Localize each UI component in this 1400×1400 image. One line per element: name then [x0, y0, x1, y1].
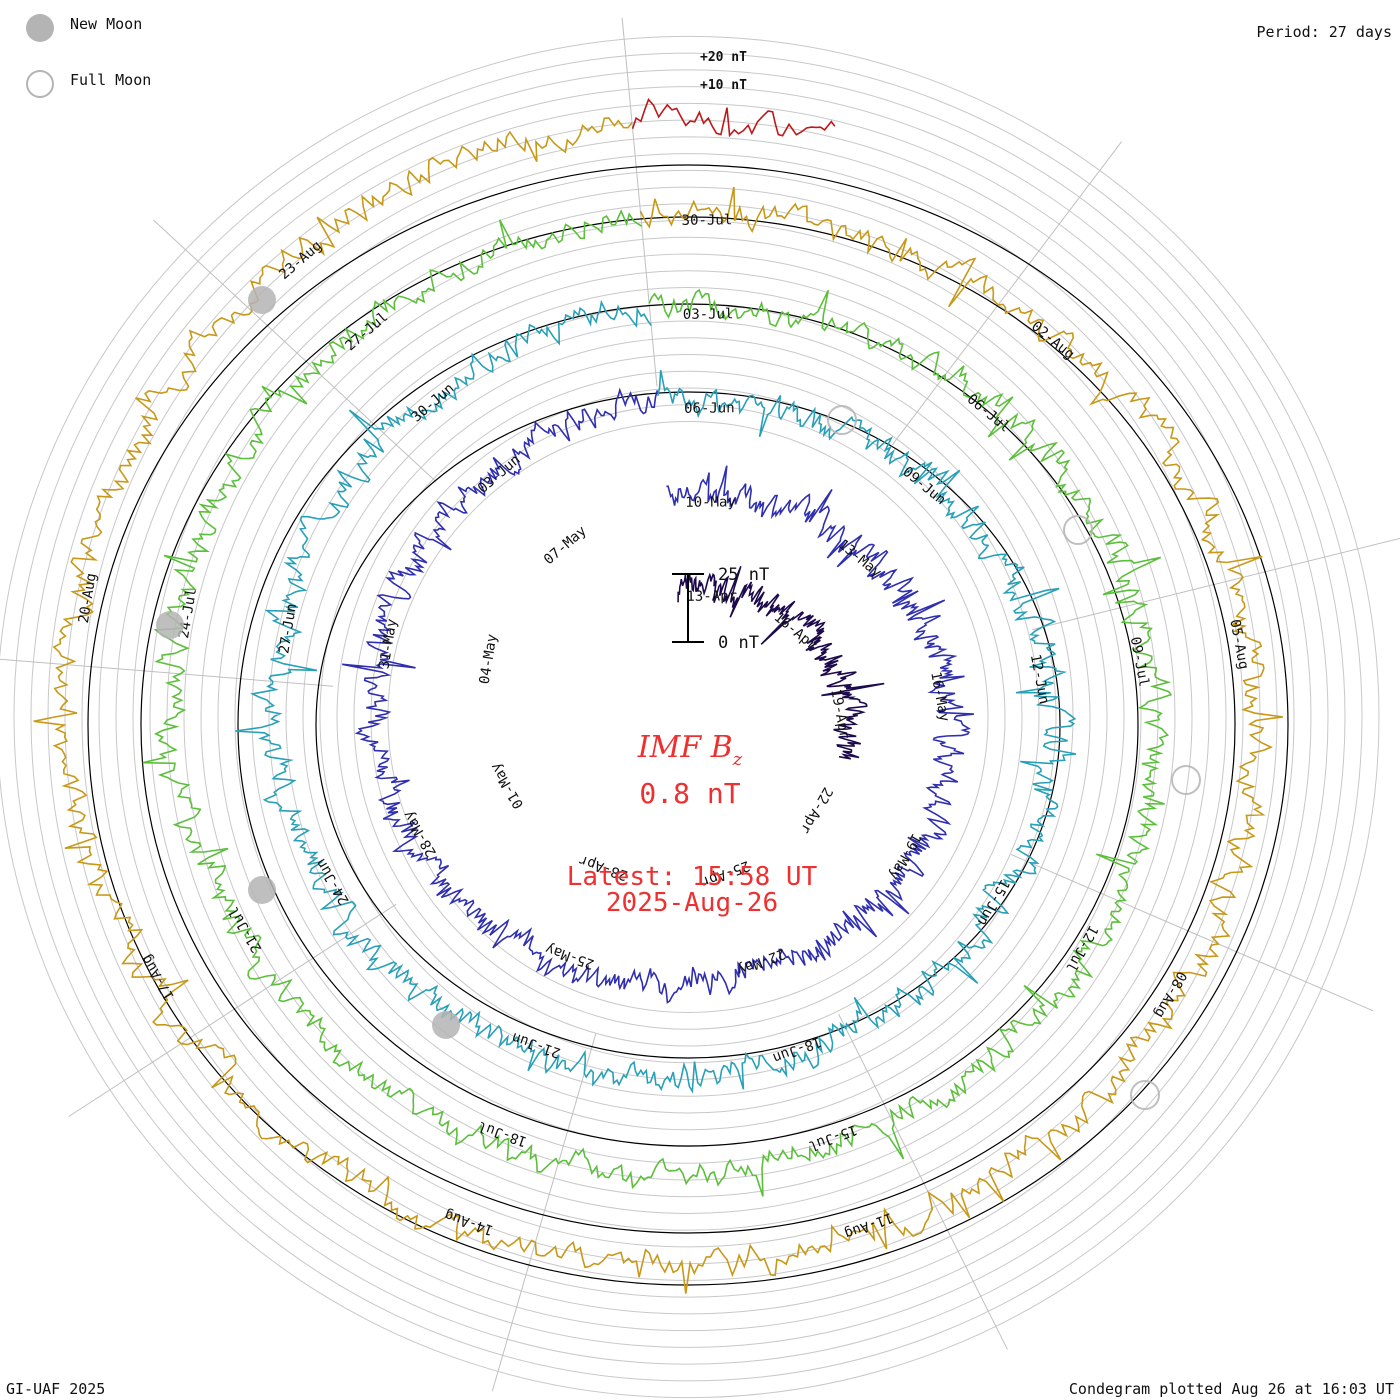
grid-ring: [64, 102, 1312, 1332]
grid-ring: [81, 119, 1295, 1315]
grid-ring: [13, 52, 1363, 1382]
grid-ring: [183, 220, 1193, 1214]
date-label: 18-Jun: [770, 1033, 823, 1066]
reference-ring: [87, 164, 1289, 1286]
new-moon-label: New Moon: [70, 15, 143, 33]
date-label: 16-May: [927, 670, 952, 723]
grid-ring: [285, 320, 1091, 1114]
period-label: Period: 27 days: [1256, 23, 1392, 41]
grid-ring: [166, 203, 1210, 1231]
date-label: 28-May: [400, 808, 440, 860]
radial-line: [0, 658, 333, 687]
grid-ring: [353, 387, 1023, 1047]
new-moon-marker: [248, 286, 276, 314]
series-trace-4: [142, 209, 1173, 1197]
grid-ring: [149, 186, 1227, 1248]
date-label: 03-Jul: [683, 306, 734, 323]
new-moon-icon: [26, 14, 54, 42]
new-moon-marker: [248, 876, 276, 904]
series-trace-5: [33, 117, 1283, 1294]
grid-ring: [47, 86, 1329, 1348]
scale-bar: 25 nT 0 nT: [672, 565, 769, 653]
grid-ring: [200, 236, 1176, 1198]
date-label: 22-Apr: [797, 784, 836, 836]
date-label: 22-May: [735, 945, 788, 978]
full-moon-icon: [26, 70, 54, 98]
grid-ring: [336, 370, 1040, 1064]
legend-full-moon: Full Moon: [26, 70, 151, 98]
grid-ring: [0, 36, 1380, 1398]
date-label: 09-Jul: [1127, 635, 1152, 688]
grid-ring: [30, 69, 1346, 1365]
footer-plotted: Condegram plotted Aug 26 at 16:03 UT: [1068, 1380, 1394, 1398]
ref-label-20: +20 nT: [700, 50, 747, 65]
reference-labels: +20 nT +10 nT: [700, 50, 747, 93]
series-group: [33, 97, 1283, 1294]
radial-line: [68, 903, 397, 1117]
series-trace-2: [342, 387, 974, 1004]
date-label: 06-Jun: [684, 400, 735, 417]
series-trace-6: [631, 97, 836, 138]
legend-new-moon: New Moon: [26, 14, 142, 42]
full-moon-marker: [1171, 765, 1201, 795]
center-title: IMF Bz: [637, 730, 743, 770]
reference-rings: [87, 164, 1289, 1286]
date-label: 30-Jul: [682, 212, 733, 229]
date-label: 02-Aug: [1028, 318, 1077, 362]
reference-ring: [140, 216, 1236, 1234]
ref-label-10: +10 nT: [700, 78, 747, 93]
date-label: 11-Aug: [842, 1209, 895, 1242]
grid-ring: [387, 421, 989, 1013]
date-label: 12-Jun: [1027, 653, 1052, 706]
date-label: 04-May: [477, 633, 501, 685]
full-moon-marker: [1130, 1080, 1160, 1110]
full-moon-label: Full Moon: [70, 71, 152, 89]
radial-line: [153, 219, 437, 483]
date-label: 10-May: [685, 494, 736, 511]
latest-time: Latest: 15:58 UT: [567, 862, 818, 892]
center-title-main: IMF B: [637, 730, 733, 765]
full-moon-marker: [1063, 515, 1093, 545]
grid-rings: [0, 36, 1380, 1398]
date-label: 05-Aug: [1226, 618, 1251, 671]
radial-line: [1032, 537, 1400, 631]
latest-date: 2025-Aug-26: [606, 888, 778, 918]
moon-markers: [156, 286, 1201, 1110]
center-readout: IMF Bz 0.8 nT Latest: 15:58 UT 2025-Aug-…: [567, 730, 818, 918]
date-label: 07-May: [541, 523, 590, 568]
new-moon-marker: [432, 1011, 460, 1039]
footer-credit: GI-UAF 2025: [6, 1380, 106, 1398]
radial-line: [892, 141, 1123, 445]
scale-bottom-label: 0 nT: [718, 633, 759, 653]
date-label: 20-Aug: [76, 572, 100, 624]
date-label: 09-Jun: [899, 464, 948, 508]
series-trace-1: [677, 566, 885, 760]
radial-line: [1010, 854, 1374, 1012]
series-trace-3: [235, 299, 1077, 1094]
grid-ring: [268, 303, 1108, 1131]
date-label: 21-Jul: [226, 904, 266, 956]
reference-ring: [315, 391, 1061, 1059]
grid-ring: [217, 253, 1159, 1181]
scale-top-label: 25 nT: [718, 565, 769, 585]
date-label: 25-May: [543, 940, 596, 972]
new-moon-marker: [156, 611, 184, 639]
date-label: 13-Apr: [686, 588, 737, 605]
radial-line: [621, 17, 658, 387]
radial-line: [838, 1013, 1008, 1350]
grid-ring: [234, 270, 1142, 1164]
full-moon-marker: [827, 405, 857, 435]
center-title-sub: z: [732, 749, 743, 770]
date-label: 21-Jun: [510, 1029, 563, 1061]
radial-line: [491, 1033, 597, 1392]
center-value: 0.8 nT: [639, 777, 740, 810]
date-label: 13-May: [835, 537, 884, 581]
grid-ring: [132, 169, 1244, 1265]
date-label: 01-May: [488, 760, 528, 812]
